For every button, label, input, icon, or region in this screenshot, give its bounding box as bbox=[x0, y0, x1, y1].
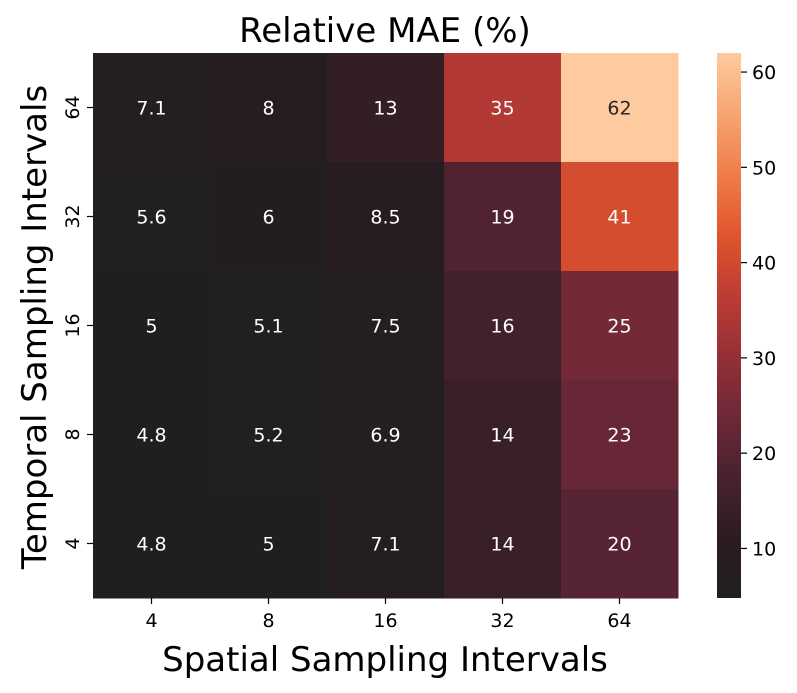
heatmap-cell bbox=[561, 271, 679, 381]
heatmap-cell bbox=[444, 53, 562, 163]
heatmap-cell bbox=[210, 162, 328, 272]
heatmap-cell bbox=[444, 380, 562, 490]
cell-value-label: 7.1 bbox=[136, 98, 166, 120]
x-axis-label: Spatial Sampling Intervals bbox=[162, 640, 608, 680]
heatmap-cell bbox=[561, 53, 679, 163]
cell-value-label: 5.1 bbox=[253, 316, 283, 338]
cell-value-label: 5.2 bbox=[253, 425, 283, 447]
x-axis-ticks: 4 8 16 32 64 bbox=[145, 598, 632, 632]
x-tick-label: 32 bbox=[490, 610, 514, 632]
heatmap-cell bbox=[93, 162, 211, 272]
y-tick-label: 16 bbox=[62, 313, 84, 337]
heatmap-cell bbox=[561, 489, 679, 599]
cell-value-label: 14 bbox=[490, 534, 514, 556]
y-axis-ticks: 64 32 16 8 4 bbox=[62, 95, 93, 550]
cell-value-label: 20 bbox=[607, 534, 631, 556]
cell-value-label: 6.9 bbox=[370, 425, 400, 447]
y-tick-label: 32 bbox=[62, 204, 84, 228]
colorbar-tick-label: 60 bbox=[752, 62, 776, 84]
colorbar-tick-label: 50 bbox=[752, 157, 776, 179]
heatmap-cell bbox=[327, 271, 445, 381]
heatmap-cell bbox=[210, 489, 328, 599]
cell-value-label: 41 bbox=[607, 207, 631, 229]
y-axis-label: Temporal Sampling Intervals bbox=[15, 85, 55, 570]
cell-value-label: 7.5 bbox=[370, 316, 400, 338]
heatmap-cell bbox=[561, 380, 679, 490]
heatmap-cell bbox=[327, 380, 445, 490]
heatmap-cell bbox=[93, 271, 211, 381]
y-tick-label: 64 bbox=[62, 95, 84, 119]
cell-value-label: 14 bbox=[490, 425, 514, 447]
cell-value-label: 4.8 bbox=[136, 425, 166, 447]
cell-value-label: 5 bbox=[262, 534, 274, 556]
colorbar-tick-label: 20 bbox=[752, 443, 776, 465]
cell-value-label: 13 bbox=[373, 98, 397, 120]
colorbar-gradient bbox=[717, 53, 741, 598]
heatmap-cell bbox=[93, 380, 211, 490]
heatmap-cell bbox=[210, 53, 328, 163]
cell-value-label: 19 bbox=[490, 207, 514, 229]
cell-value-label: 5 bbox=[145, 316, 157, 338]
colorbar-tick-label: 10 bbox=[752, 538, 776, 560]
cell-value-label: 8 bbox=[262, 98, 274, 120]
heatmap-cell bbox=[444, 162, 562, 272]
colorbar-tick-label: 40 bbox=[752, 253, 776, 275]
heatmap-cell bbox=[327, 489, 445, 599]
cell-value-label: 35 bbox=[490, 98, 514, 120]
cell-value-label: 8.5 bbox=[370, 207, 400, 229]
heatmap-cells: 7.1 8 13 35 62 5.6 6 8.5 19 41 5 5.1 7.5 16 25 4.8 5.2 6.… bbox=[93, 53, 679, 599]
heatmap-cell bbox=[327, 53, 445, 163]
y-tick-label: 4 bbox=[62, 537, 84, 549]
y-tick-label: 8 bbox=[62, 428, 84, 440]
cell-value-label: 6 bbox=[262, 207, 274, 229]
heatmap-cell bbox=[327, 162, 445, 272]
cell-value-label: 25 bbox=[607, 316, 631, 338]
heatmap-cell bbox=[561, 162, 679, 272]
cell-value-label: 4.8 bbox=[136, 534, 166, 556]
heatmap-cell bbox=[444, 271, 562, 381]
cell-value-label: 7.1 bbox=[370, 534, 400, 556]
x-tick-label: 8 bbox=[262, 610, 274, 632]
heatmap-cell bbox=[93, 53, 211, 163]
heatmap-cell bbox=[444, 489, 562, 599]
x-tick-label: 16 bbox=[373, 610, 397, 632]
cell-value-label: 16 bbox=[490, 316, 514, 338]
chart-title: Relative MAE (%) bbox=[239, 11, 531, 51]
x-tick-label: 64 bbox=[607, 610, 631, 632]
cell-value-label: 5.6 bbox=[136, 207, 166, 229]
x-tick-label: 4 bbox=[145, 610, 157, 632]
colorbar: 10 20 30 40 50 60 bbox=[717, 53, 776, 598]
heatmap-cell bbox=[210, 271, 328, 381]
heatmap-cell bbox=[93, 489, 211, 599]
heatmap-cell bbox=[210, 380, 328, 490]
cell-value-label: 23 bbox=[607, 425, 631, 447]
colorbar-tick-label: 30 bbox=[752, 348, 776, 370]
cell-value-label: 62 bbox=[607, 98, 631, 120]
